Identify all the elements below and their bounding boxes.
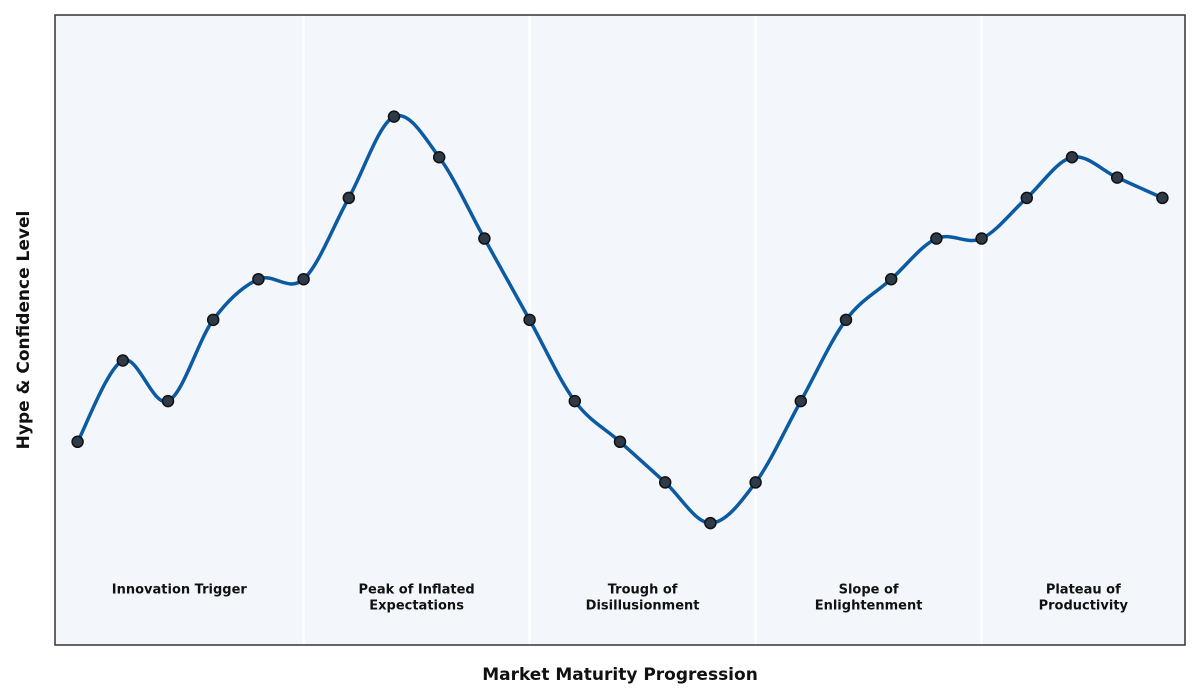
data-point [478,232,491,245]
data-point [206,313,220,327]
data-point [1156,191,1169,205]
plot-layer: Innovation Trigger Peak of InflatedExpect… [71,15,1169,645]
data-point [523,313,536,327]
phase-label: Slope of [839,583,899,598]
plot-frame [54,14,1186,646]
phase-label: Trough of [608,583,678,598]
phase-label: Productivity [1039,599,1129,614]
data-point [252,272,265,286]
phase-label: Expectations [369,599,464,614]
x-axis-label: Market Maturity Progression [482,665,758,685]
plot-background [55,15,1185,645]
hype-curve [75,113,1165,525]
data-point [884,272,898,286]
data-point [297,272,310,286]
phase-label: Peak of Inflated [358,583,474,598]
phase-label: Enlightenment [815,599,923,614]
data-point [432,151,446,164]
phase-label: Plateau of [1046,583,1121,598]
phase-label: Innovation Trigger [112,583,248,598]
phase-label: Disillusionment [586,599,700,614]
data-point [1020,191,1034,205]
data-point [975,232,988,245]
data-point [342,191,356,205]
data-point [613,435,627,449]
data-point [116,354,130,367]
data-point [839,313,853,327]
data-point [161,394,175,408]
data-point [387,110,401,123]
data-point [658,476,672,489]
data-point [930,232,943,245]
data-point [704,516,717,530]
data-point [1110,171,1124,184]
y-axis-label: Hype & Confidence Level [14,211,34,450]
data-point [568,394,582,408]
data-point [71,435,84,449]
data-point [1065,151,1079,164]
data-point [794,394,808,408]
data-point [749,476,762,489]
